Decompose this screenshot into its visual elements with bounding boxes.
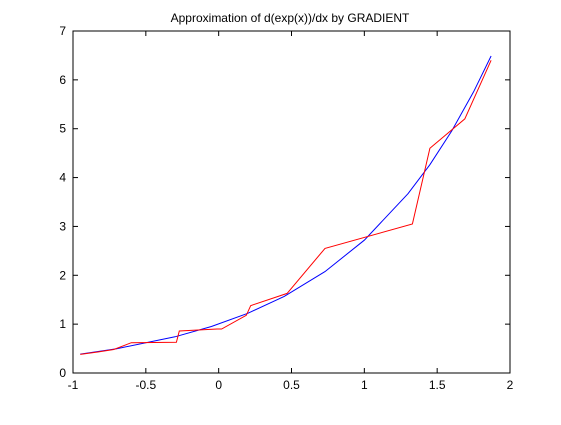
x-tick-label: 0	[215, 378, 222, 392]
x-tick-label: 2	[507, 378, 514, 392]
x-tick-label: 1	[361, 378, 368, 392]
y-tick-label: 0	[59, 366, 66, 380]
chart-title: Approximation of d(exp(x))/dx by GRADIEN…	[171, 11, 410, 25]
y-tick-label: 2	[59, 268, 66, 282]
series-line-1	[80, 55, 492, 355]
x-tick-label: -0.5	[135, 378, 156, 392]
x-tick-label: 1.5	[429, 378, 446, 392]
x-tick-label: -1	[68, 378, 79, 392]
plot-frame	[72, 30, 511, 374]
y-tick-label: 1	[59, 317, 66, 331]
y-tick-label: 3	[59, 219, 66, 233]
y-tick-label: 5	[59, 122, 66, 136]
y-tick-label: 6	[59, 73, 66, 87]
series-layer	[80, 55, 492, 355]
y-tick-label: 7	[59, 24, 66, 38]
y-tick-label: 4	[59, 171, 66, 185]
x-tick-label: 0.5	[283, 378, 300, 392]
axis-ticks: -1 -0.5 0 0.5 1 1.5 2 0 1 2 3 4 5 6 7	[59, 24, 513, 392]
series-line-2	[80, 60, 492, 355]
